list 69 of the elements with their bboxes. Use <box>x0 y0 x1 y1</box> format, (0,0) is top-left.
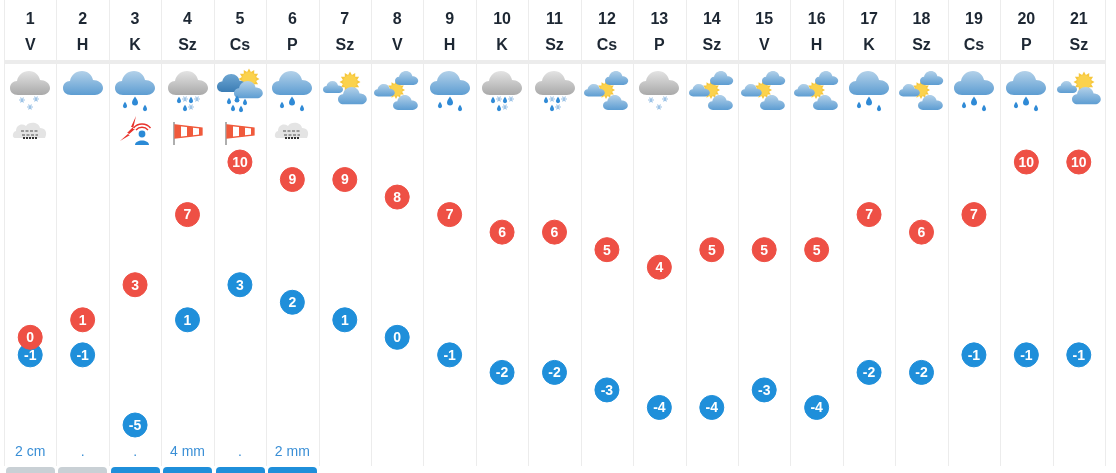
data-label: 3 <box>236 276 245 293</box>
x-tick-label: 21 Sz <box>1069 10 1089 54</box>
x-tick-label: 8 V <box>391 10 403 54</box>
data-label: 6 <box>917 223 926 240</box>
data-label: -1 <box>1020 346 1033 363</box>
x-tick-label: 20 P <box>1017 10 1036 54</box>
data-label: 10 <box>1018 153 1035 170</box>
data-label: 5 <box>760 241 769 258</box>
x-tick-label: 1 V <box>24 10 36 54</box>
data-label: -1 <box>967 346 981 363</box>
data-label: 8 <box>393 188 402 205</box>
x-tick-label: 5 Cs <box>229 10 251 54</box>
x-tick-label: 14 Sz <box>702 10 722 54</box>
data-label: 9 <box>288 171 297 188</box>
x-tick-label: 9 H <box>443 10 456 54</box>
data-label: 6 <box>498 223 507 240</box>
x-tick-label: 19 Cs <box>963 10 985 54</box>
text: . <box>237 442 242 459</box>
data-label: -2 <box>495 364 509 381</box>
x-tick-label: 15 V <box>755 10 774 54</box>
text: 2 cm <box>15 442 46 459</box>
x-tick-label: 7 Sz <box>335 10 355 54</box>
data-label: 4 <box>655 259 664 276</box>
data-label: 9 <box>340 171 349 188</box>
data-label: -1 <box>1072 346 1086 363</box>
data-label: 7 <box>445 206 454 223</box>
data-label: 5 <box>603 241 612 258</box>
data-label: 7 <box>970 206 979 223</box>
data-label: 7 <box>865 206 874 223</box>
data-label: 10 <box>1071 153 1087 170</box>
x-tick-label: 3 K <box>129 10 142 54</box>
x-tick-label: 17 K <box>860 10 879 54</box>
data-label: -1 <box>23 346 37 363</box>
x-tick-label: 11 Sz <box>545 10 564 54</box>
data-label: 10 <box>232 153 248 170</box>
x-tick-label: 6 P <box>287 10 299 54</box>
data-label: -5 <box>128 416 142 433</box>
x-tick-label: 2 H <box>76 10 89 54</box>
data-label: -3 <box>600 381 614 398</box>
data-label: -3 <box>757 381 771 398</box>
data-label: -4 <box>810 399 824 416</box>
x-tick-label: 12 Cs <box>596 10 618 54</box>
data-label: -2 <box>862 364 876 381</box>
data-label: 5 <box>707 241 716 258</box>
data-label: -1 <box>443 346 457 363</box>
data-label: 0 <box>26 329 35 346</box>
data-label: -4 <box>705 399 719 416</box>
data-label: 5 <box>812 241 821 258</box>
x-tick-label: 10 K <box>493 10 512 54</box>
data-label: 3 <box>131 276 140 293</box>
data-label: 7 <box>183 206 192 223</box>
data-label: -1 <box>76 346 90 363</box>
data-label: -4 <box>653 399 666 416</box>
text: 4 mm <box>170 442 205 459</box>
data-label: 2 <box>288 294 297 311</box>
text: 2 mm <box>274 442 310 459</box>
data-label: 0 <box>393 329 402 346</box>
x-tick-label: 4 Sz <box>178 10 197 54</box>
data-label: 6 <box>550 223 559 240</box>
text: . <box>80 442 85 459</box>
data-label: 1 <box>340 311 349 328</box>
data-label: 1 <box>78 311 87 328</box>
x-tick-label: 13 P <box>650 10 669 54</box>
data-label: -2 <box>548 364 561 381</box>
data-label: 1 <box>183 311 192 328</box>
text: . <box>133 442 138 459</box>
x-tick-label: 18 Sz <box>912 10 931 54</box>
data-label: -2 <box>915 364 928 381</box>
x-tick-label: 16 H <box>807 10 826 54</box>
